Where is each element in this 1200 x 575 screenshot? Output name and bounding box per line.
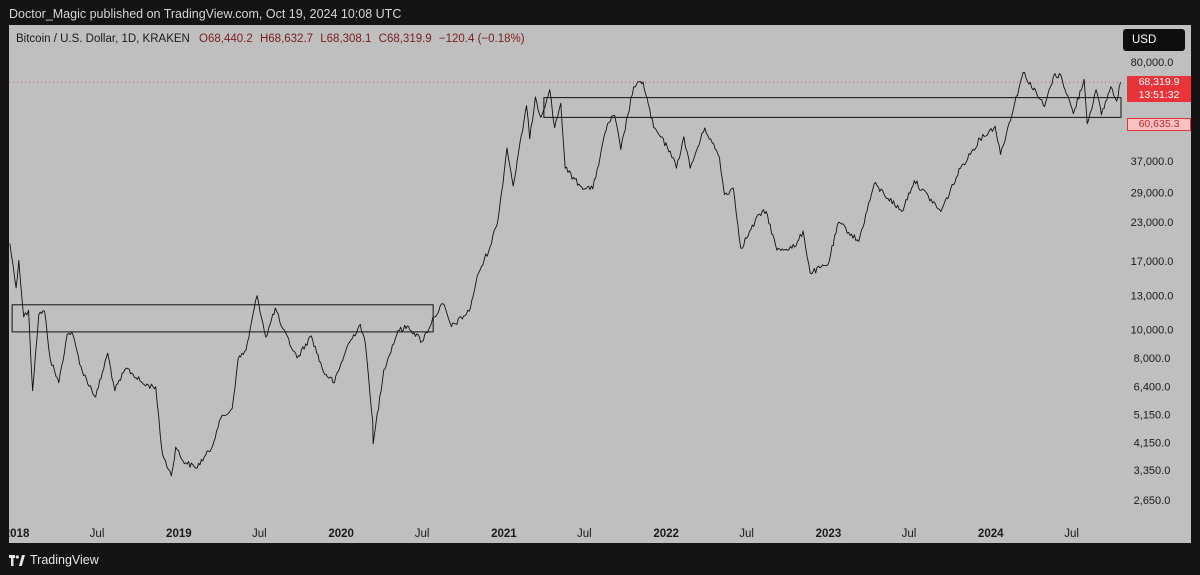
x-tick-label: 2020 <box>328 528 354 540</box>
high-label: H <box>259 33 269 45</box>
x-tick-label: Jul <box>739 528 754 540</box>
x-tick-label: 2022 <box>653 528 679 540</box>
zone-rectangle-1 <box>11 304 434 333</box>
y-tick-label: 17,000.0 <box>1131 256 1174 268</box>
price-chart[interactable]: 80,000.049,000.037,000.029,000.023,000.0… <box>9 25 1191 543</box>
x-tick-label: 2023 <box>816 528 842 540</box>
y-tick-label: 6,400.0 <box>1134 382 1171 394</box>
y-tick-label: 5,150.0 <box>1134 410 1171 422</box>
x-tick-label: Jul <box>902 528 917 540</box>
x-tick-label: Jul <box>1064 528 1079 540</box>
x-tick-label: 2024 <box>978 528 1004 540</box>
price-series-line-1 <box>9 71 1122 477</box>
low-label: L <box>320 33 327 45</box>
publisher-text: Doctor_Magic published on TradingView.co… <box>9 7 402 21</box>
currency-label: USD <box>1132 34 1157 46</box>
ohlc-open: O68,440.2 <box>199 33 253 45</box>
publisher-bar: Doctor_Magic published on TradingView.co… <box>0 0 1200 26</box>
level-price-value: 60,635.3 <box>1138 118 1180 131</box>
countdown-value: 13:51:32 <box>1138 88 1180 101</box>
close-label: C <box>378 33 387 45</box>
countdown-tag: 13:51:32 <box>1127 88 1191 102</box>
x-tick-label: 2019 <box>166 528 192 540</box>
x-tick-label: Jul <box>252 528 267 540</box>
currency-button[interactable]: USD <box>1123 29 1185 51</box>
footer-bar: TradingView <box>0 543 1200 575</box>
tradingview-logo-icon <box>9 554 25 566</box>
y-tick-label: 2,650.0 <box>1134 495 1171 507</box>
y-tick-label: 37,000.0 <box>1131 156 1174 168</box>
x-tick-label: 2018 <box>9 528 30 540</box>
symbol-legend: Bitcoin / U.S. Dollar, 1D, KRAKEN O68,44… <box>16 33 525 45</box>
y-tick-label: 29,000.0 <box>1131 187 1174 199</box>
open-value: 68,440.2 <box>208 33 253 45</box>
open-label: O <box>199 33 208 45</box>
y-tick-label: 80,000.0 <box>1131 57 1174 69</box>
low-value: 68,308.1 <box>326 33 372 45</box>
chart-area[interactable]: 80,000.049,000.037,000.029,000.023,000.0… <box>9 25 1191 543</box>
brand-name: TradingView <box>30 553 99 567</box>
price-change: −120.4 (−0.18%) <box>438 33 525 45</box>
ohlc-close: C68,319.9 <box>379 33 432 45</box>
y-tick-label: 3,350.0 <box>1134 465 1171 477</box>
symbol-name: Bitcoin / U.S. Dollar, 1D, KRAKEN <box>16 33 190 45</box>
y-tick-label: 23,000.0 <box>1131 217 1174 229</box>
y-tick-label: 4,150.0 <box>1134 437 1171 449</box>
y-tick-label: 13,000.0 <box>1131 291 1174 303</box>
x-tick-label: Jul <box>577 528 592 540</box>
high-value: 68,632.7 <box>268 33 314 45</box>
ohlc-low: L68,308.1 <box>320 33 371 45</box>
x-tick-label: 2021 <box>491 528 517 540</box>
y-tick-label: 8,000.0 <box>1134 353 1171 365</box>
y-tick-label: 10,000.0 <box>1131 324 1174 336</box>
last-price-tag: 68,319.9 <box>1127 75 1191 89</box>
close-value: 68,319.9 <box>386 33 432 45</box>
brand[interactable]: TradingView <box>9 553 99 567</box>
ohlc-high: H68,632.7 <box>260 33 313 45</box>
last-price-value: 68,319.9 <box>1138 75 1180 88</box>
level-price-tag: 60,635.3 <box>1127 118 1191 132</box>
x-tick-label: Jul <box>415 528 430 540</box>
x-tick-label: Jul <box>90 528 105 540</box>
zone-rectangle-2 <box>543 97 1122 118</box>
